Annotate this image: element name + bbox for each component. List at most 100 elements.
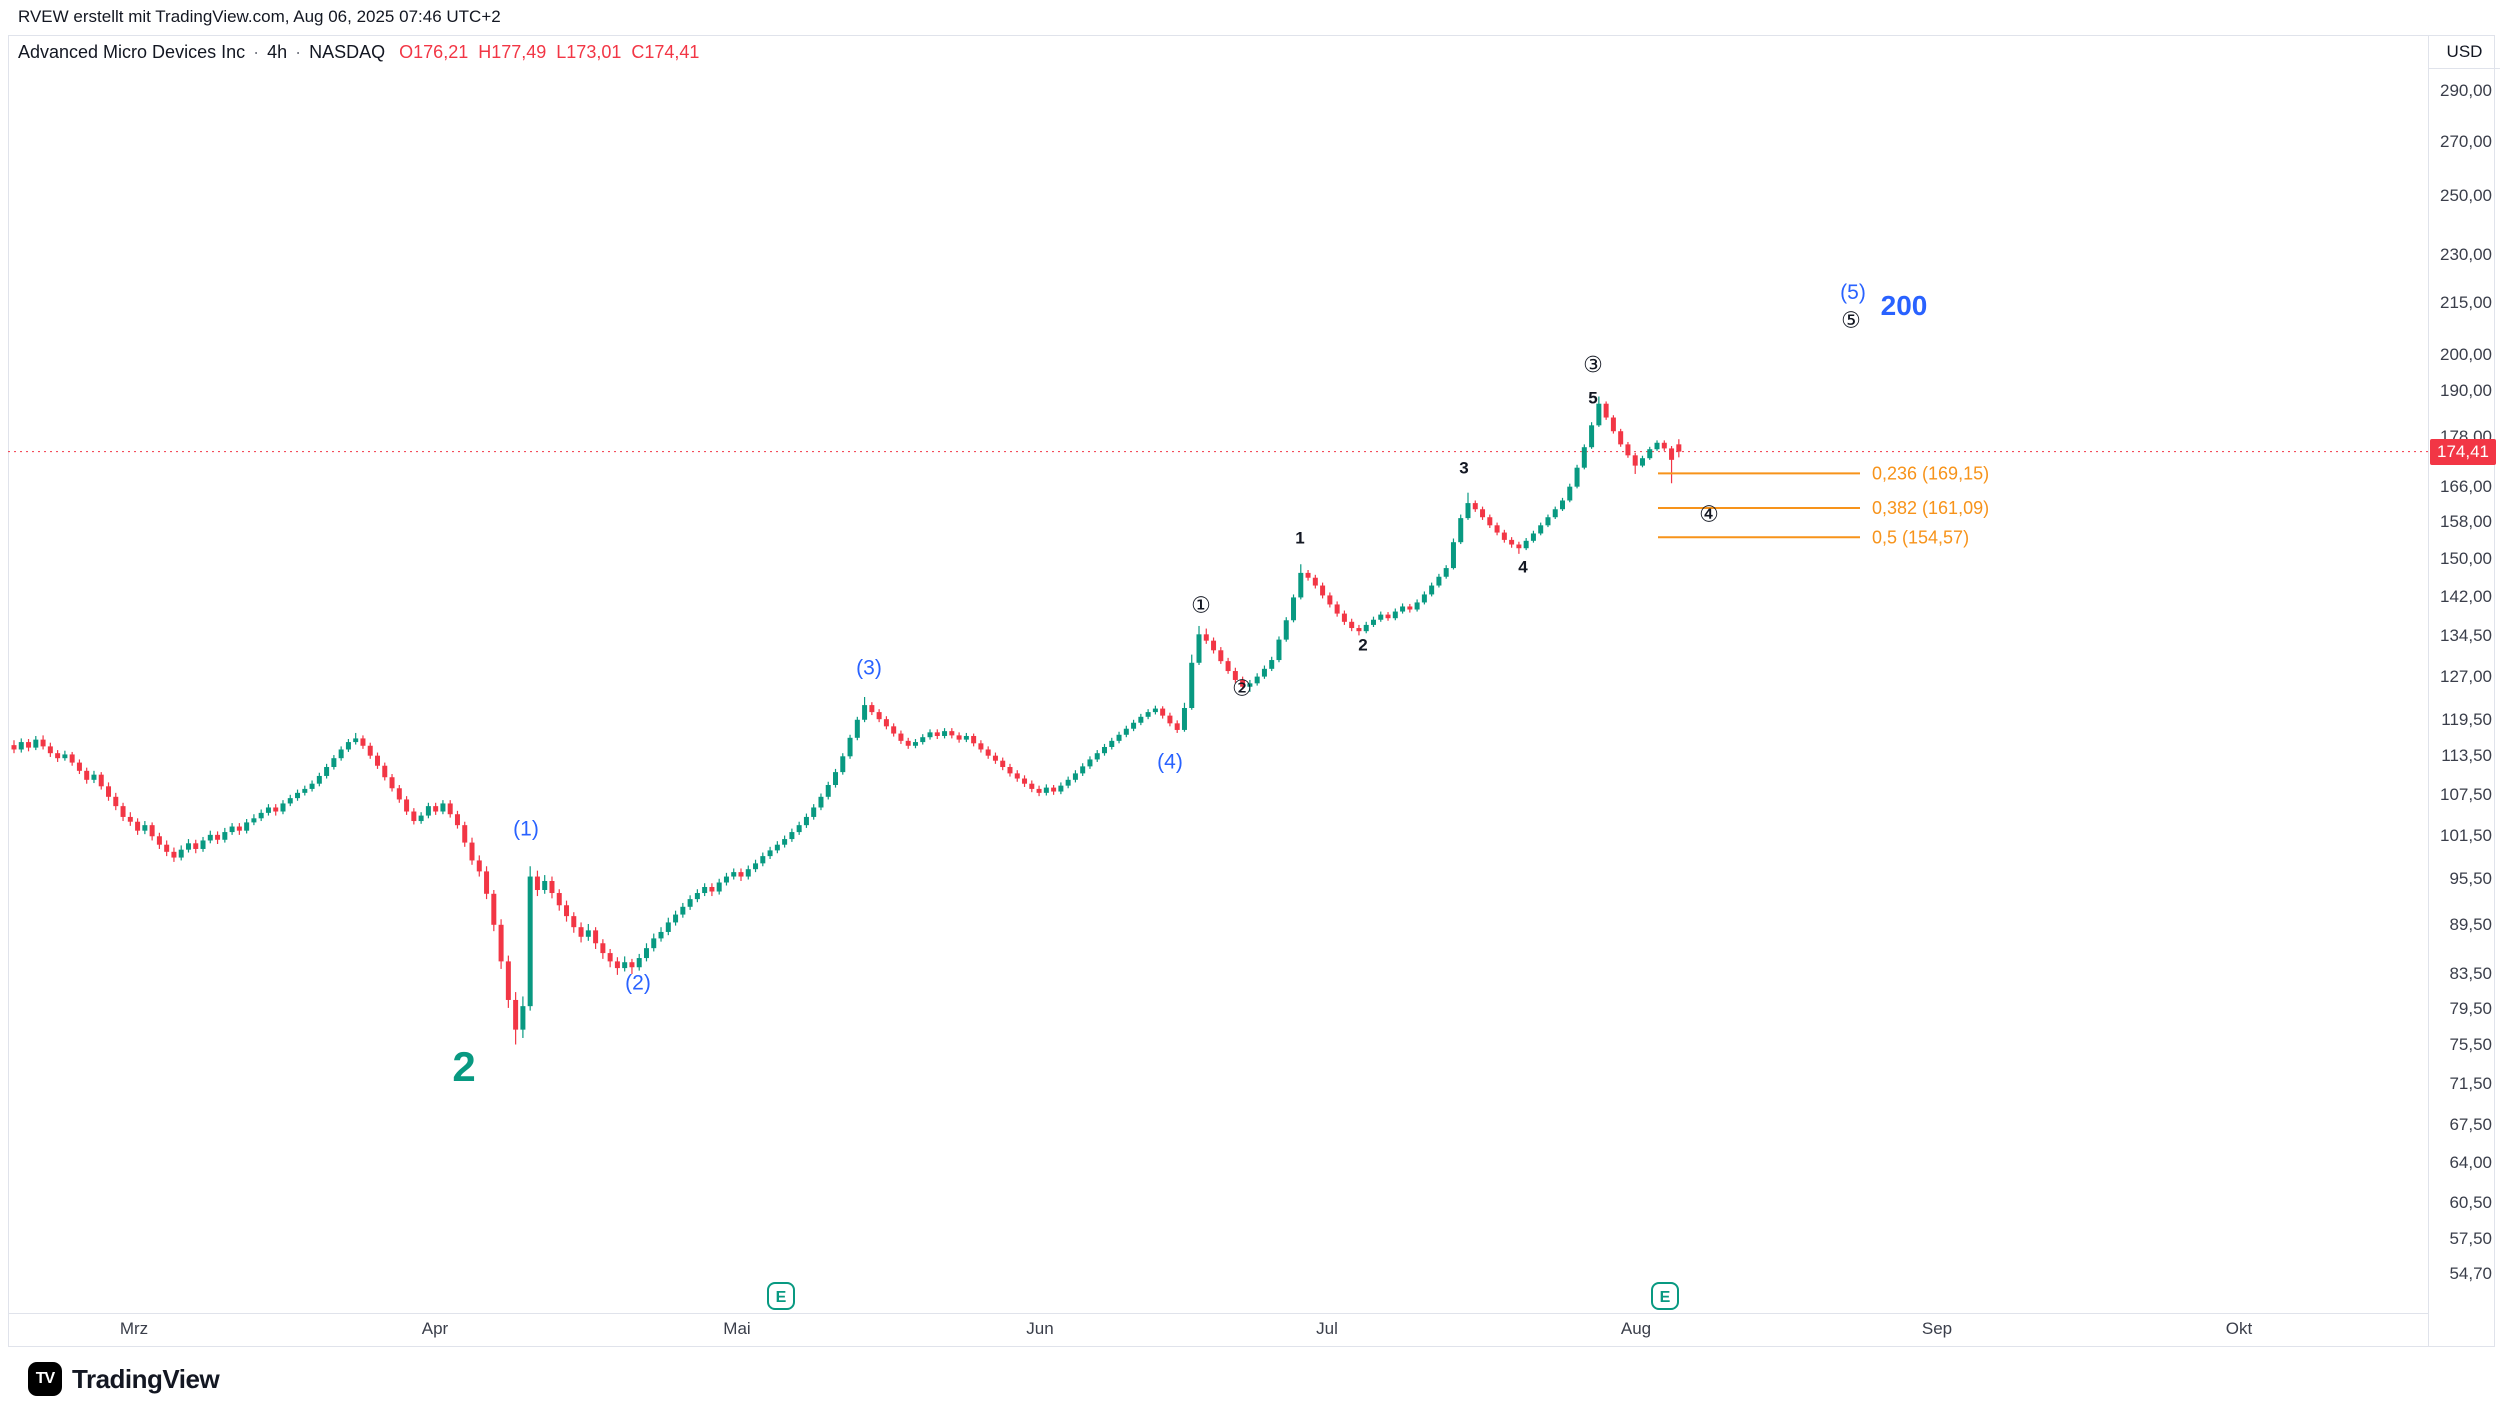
wave-label-3[interactable]: (3) [856, 656, 882, 679]
candle-body [469, 842, 475, 861]
candle-body [375, 755, 380, 766]
candle-body [709, 886, 715, 892]
price-tick: 64,00 [2449, 1152, 2492, 1172]
earnings-icon[interactable]: E [1651, 1282, 1679, 1310]
candle-body [433, 806, 439, 812]
tradingview-wordmark[interactable]: TradingView [72, 1363, 220, 1394]
symbol-title[interactable]: Advanced Micro Devices Inc [18, 42, 246, 62]
earnings-icon-letter: E [1660, 1289, 1671, 1306]
candle-body [244, 822, 250, 831]
price-tick: 107,50 [2440, 784, 2492, 804]
minor-5-label[interactable]: 5 [1588, 389, 1597, 408]
candle-body [1312, 577, 1318, 586]
exchange-label: NASDAQ [309, 42, 386, 62]
candle-body [1458, 518, 1464, 543]
candle-body [978, 743, 984, 750]
time-axis[interactable]: Mrz Apr Mai Jun Jul Aug Sep Okt [8, 1314, 2428, 1347]
candle-body [302, 788, 308, 793]
candle-body [367, 745, 373, 756]
candle-body [622, 962, 628, 969]
time-tick: Mai [723, 1319, 751, 1338]
chart-frame [8, 35, 2495, 1347]
candle-body [949, 731, 955, 736]
circled-4-label[interactable]: ④ [1699, 501, 1719, 526]
earnings-icon-letter: E [776, 1289, 787, 1306]
minor-3-label[interactable]: 3 [1459, 459, 1468, 478]
candle-body [1320, 585, 1326, 596]
screenshot-info: RVEW erstellt mit TradingView.com, Aug 0… [18, 7, 501, 26]
wave-label-4[interactable]: (4) [1157, 750, 1183, 773]
candle-body [1654, 442, 1660, 450]
candle-body [447, 803, 453, 815]
circled-2-label[interactable]: ② [1232, 675, 1252, 700]
symbol-header[interactable]: Advanced Micro Devices Inc · 4h · NASDAQ O176… [18, 42, 709, 63]
candle-body [636, 958, 642, 968]
candle-body [40, 739, 46, 747]
candle-body [847, 737, 853, 757]
minor-4-label[interactable]: 4 [1518, 557, 1528, 576]
candle-body [862, 705, 868, 720]
price-tick: 270,00 [2440, 131, 2492, 151]
candle-body [84, 770, 90, 780]
minor-1-label[interactable]: 1 [1295, 529, 1304, 548]
candle-body [207, 834, 213, 841]
price-tick: 60,50 [2449, 1192, 2492, 1212]
candle-body [295, 792, 301, 799]
circled-5-label[interactable]: ⑤ [1841, 308, 1861, 333]
price-tick: 113,50 [2441, 746, 2492, 766]
wave-label-2[interactable]: (2) [625, 971, 651, 994]
candle-body [55, 753, 61, 759]
earnings-icon[interactable]: E [767, 1282, 795, 1310]
candle-body [1276, 639, 1282, 661]
candle-body [142, 825, 148, 831]
candle-body [1102, 746, 1107, 754]
price-target-label[interactable]: 200 [1881, 290, 1928, 321]
candle-body [193, 843, 199, 849]
candle-body [723, 876, 729, 883]
candle-body [869, 705, 875, 713]
price-tick: 89,50 [2449, 914, 2492, 934]
high-value: H177,49 [478, 42, 547, 62]
candle-body [1676, 444, 1682, 452]
price-axis[interactable]: USD 290,00 270,00 250,00 230,00 215,00 200,00… [2429, 35, 2500, 1347]
candle-body [171, 851, 177, 858]
price-tick: 127,00 [2440, 666, 2492, 686]
minor-2-label[interactable]: 2 [1358, 635, 1367, 654]
fib-level-label: 0,5 (154,57) [1872, 527, 1969, 547]
price-tick: 215,00 [2440, 293, 2492, 313]
candle-body [520, 1006, 526, 1030]
time-tick: Apr [421, 1319, 449, 1338]
candle-body [62, 754, 68, 759]
candle-body [1160, 708, 1166, 716]
candle-body [26, 742, 32, 748]
candle-body [1443, 568, 1449, 577]
candle-body [1138, 716, 1144, 723]
candle-body [1123, 728, 1129, 735]
interval-label[interactable]: 4h [267, 42, 288, 62]
candle-body [1261, 668, 1267, 677]
candle-body [629, 962, 635, 968]
wave-label-5[interactable]: (5) [1840, 281, 1866, 304]
candle-body [18, 742, 24, 750]
candle-body [665, 922, 671, 932]
candle-body [1029, 783, 1035, 789]
circled-1-label[interactable]: ① [1191, 593, 1211, 618]
price-tick: 250,00 [2440, 186, 2492, 206]
circled-3-label[interactable]: ③ [1583, 352, 1603, 377]
candle-body [127, 816, 133, 822]
candle-body [1116, 734, 1122, 741]
tradingview-logo-icon[interactable]: TV [28, 1362, 62, 1396]
candle-body [200, 840, 206, 849]
candle-body [513, 999, 519, 1030]
candle-body [1109, 740, 1115, 747]
candle-body [454, 814, 460, 826]
wave-label-1[interactable]: (1) [513, 818, 539, 841]
tradingview-logo[interactable]: TV TradingView [28, 1362, 220, 1396]
time-tick: Jun [1026, 1319, 1054, 1338]
candle-body [1203, 634, 1209, 641]
candle-body [811, 807, 817, 817]
major-wave-2-label[interactable]: 2 [452, 1043, 475, 1090]
candle-body [992, 755, 998, 761]
candle-body [883, 719, 889, 727]
